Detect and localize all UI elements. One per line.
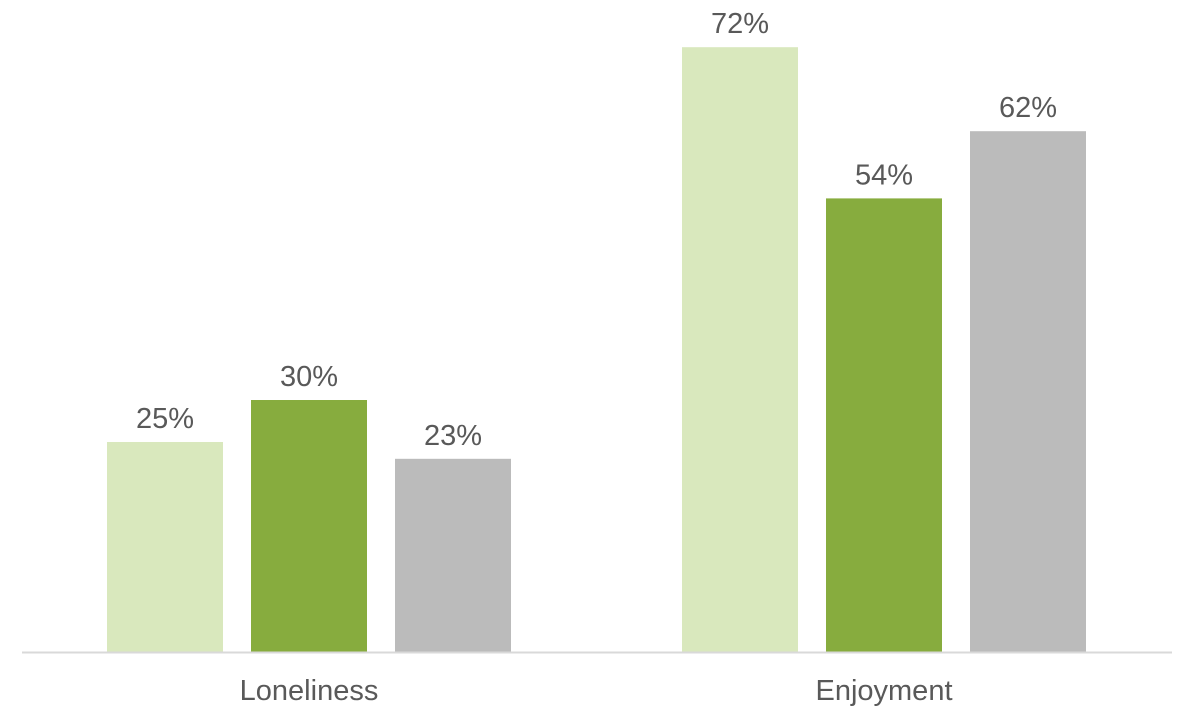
bars-group [107, 47, 1086, 652]
data-label-loneliness-series-2: 30% [280, 361, 338, 393]
data-label-loneliness-series-3: 23% [424, 420, 482, 452]
category-labels-group: Loneliness Enjoyment [240, 675, 953, 707]
bar-loneliness-series-1 [107, 442, 223, 652]
bar-enjoyment-series-2 [826, 198, 942, 652]
data-labels-group: 25% 30% 23% 72% 54% 62% [136, 8, 1057, 452]
bar-enjoyment-series-1 [682, 47, 798, 652]
bar-loneliness-series-2 [251, 400, 367, 652]
data-label-enjoyment-series-2: 54% [855, 159, 913, 191]
bar-enjoyment-series-3 [970, 131, 1086, 652]
data-label-enjoyment-series-3: 62% [999, 92, 1057, 124]
category-label-enjoyment: Enjoyment [815, 675, 952, 707]
bar-loneliness-series-3 [395, 458, 511, 652]
data-label-loneliness-series-1: 25% [136, 403, 194, 435]
category-label-loneliness: Loneliness [240, 675, 379, 707]
data-label-enjoyment-series-1: 72% [711, 8, 769, 40]
